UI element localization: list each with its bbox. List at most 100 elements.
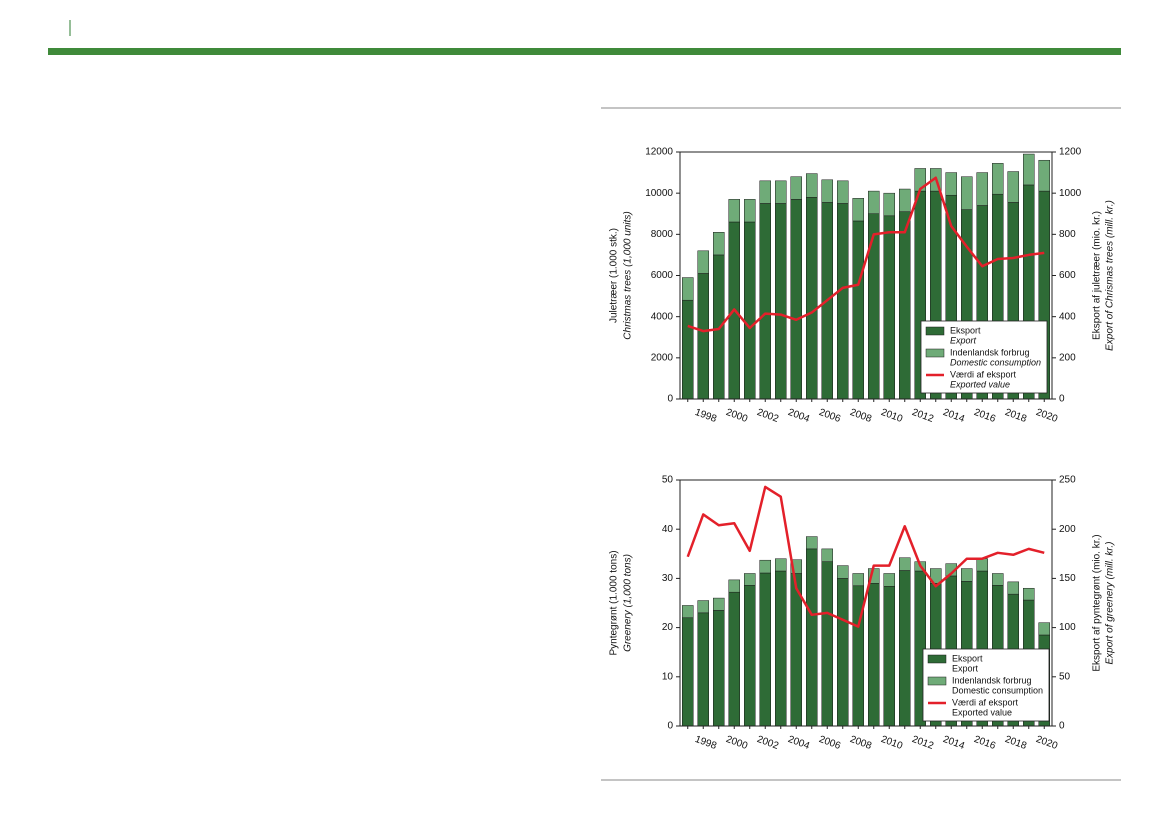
x-tick-label: 1998: [693, 407, 718, 425]
x-tick-label: 2002: [755, 734, 780, 752]
y-tick-label: 4000: [651, 311, 674, 322]
bar: [899, 557, 911, 571]
legend-label: Indenlandsk forbrug: [952, 675, 1032, 685]
y-tick-label: 10000: [645, 188, 673, 199]
legend-label-en: Domestic consumption: [952, 685, 1043, 695]
x-tick-label: 2016: [972, 734, 997, 752]
y2-axis-label-en: Export of Chrismas trees (mill. kr.): [1105, 200, 1116, 351]
x-tick-label: 2000: [724, 407, 749, 425]
plot-frame: [679, 479, 1053, 727]
bar: [682, 617, 694, 727]
y2-tick-label: 800: [1059, 229, 1076, 240]
legend-label: Eksport: [952, 653, 983, 663]
x-tick-label: 2004: [786, 407, 811, 425]
y-tick-label: 10: [662, 671, 674, 682]
y-tick-label: 0: [667, 394, 673, 405]
bar: [697, 250, 709, 274]
bar: [806, 548, 818, 727]
header-bar: [48, 48, 1121, 55]
bar: [806, 197, 818, 400]
legend-swatch: [927, 676, 947, 686]
bar: [837, 203, 849, 400]
bar: [713, 610, 725, 727]
x-tick-label: 2002: [755, 407, 780, 425]
x-tick-label: 2010: [879, 407, 904, 425]
legend-label-en: Domestic consumption: [950, 357, 1041, 367]
legend-label: Værdi af eksport: [952, 697, 1019, 707]
bar: [790, 559, 802, 574]
bar: [837, 578, 849, 727]
bar: [728, 199, 740, 223]
x-tick-label: 2000: [724, 734, 749, 752]
y2-tick-label: 600: [1059, 270, 1076, 281]
bar: [821, 179, 833, 203]
bar: [728, 591, 740, 727]
y2-tick-label: 250: [1059, 475, 1076, 486]
y-tick-label: 12000: [645, 147, 673, 158]
bar: [775, 203, 787, 400]
x-tick-label: 2018: [1003, 734, 1028, 752]
y-tick-label: 50: [662, 475, 674, 486]
bar: [976, 172, 988, 206]
y2-tick-label: 150: [1059, 573, 1076, 584]
x-tick-label: 2010: [879, 734, 904, 752]
bar: [759, 559, 771, 574]
bar: [868, 213, 880, 400]
bar: [1023, 153, 1035, 186]
bar: [790, 199, 802, 400]
bar: [790, 176, 802, 200]
bar: [1038, 622, 1050, 636]
bar: [682, 605, 694, 619]
bar: [883, 573, 895, 587]
y2-axis-label: Eksport af pyntegrønt (mio. kr.): [1092, 534, 1103, 671]
legend-label-en: Exported value: [952, 707, 1012, 717]
bar: [852, 198, 864, 222]
bar: [930, 568, 942, 584]
y-axis-label-en: Greenery (1,000 tons): [623, 554, 634, 652]
bar: [713, 597, 725, 611]
bar: [1007, 581, 1019, 595]
bar: [852, 220, 864, 400]
y-tick-label: 20: [662, 622, 674, 633]
x-tick-label: 2004: [786, 734, 811, 752]
y2-tick-label: 0: [1059, 721, 1065, 732]
bar: [837, 180, 849, 204]
x-tick-label: 2012: [910, 734, 935, 752]
bar: [899, 570, 911, 727]
bar: [899, 188, 911, 212]
y2-tick-label: 1000: [1059, 188, 1082, 199]
x-tick-label: 2008: [848, 734, 873, 752]
legend-label: Eksport: [950, 325, 981, 335]
bar: [697, 612, 709, 727]
legend-label-en: Exported value: [950, 379, 1010, 389]
bar: [883, 586, 895, 727]
x-tick-label: 2014: [941, 734, 966, 752]
bar: [697, 273, 709, 400]
bar: [868, 190, 880, 215]
bar: [682, 277, 694, 301]
legend-swatch: [925, 348, 945, 358]
y-tick-label: 2000: [651, 352, 674, 363]
bar: [697, 600, 709, 614]
bar: [806, 536, 818, 550]
y2-axis-label: Eksport af juletræer (mio. kr.): [1092, 211, 1103, 340]
bar: [992, 163, 1004, 195]
legend-swatch: [927, 654, 947, 664]
bar: [744, 573, 756, 586]
bar: [1038, 159, 1050, 192]
bar: [899, 211, 911, 400]
y2-tick-label: 1200: [1059, 147, 1082, 158]
legend-swatch: [925, 326, 945, 336]
bar: [744, 199, 756, 223]
legend-label: Værdi af eksport: [950, 369, 1017, 379]
bar: [868, 583, 880, 727]
bar: [976, 558, 988, 572]
x-tick-label: 2012: [910, 407, 935, 425]
x-tick-label: 2020: [1034, 734, 1059, 752]
y-tick-label: 0: [667, 721, 673, 732]
legend-label-en: Export: [952, 663, 979, 673]
y2-axis-label-en: Export of greenery (mill. kr.): [1105, 542, 1116, 665]
y-axis-label-en: Christmas trees (1,000 units): [623, 211, 634, 339]
x-tick-label: 2006: [817, 734, 842, 752]
bar: [961, 568, 973, 582]
